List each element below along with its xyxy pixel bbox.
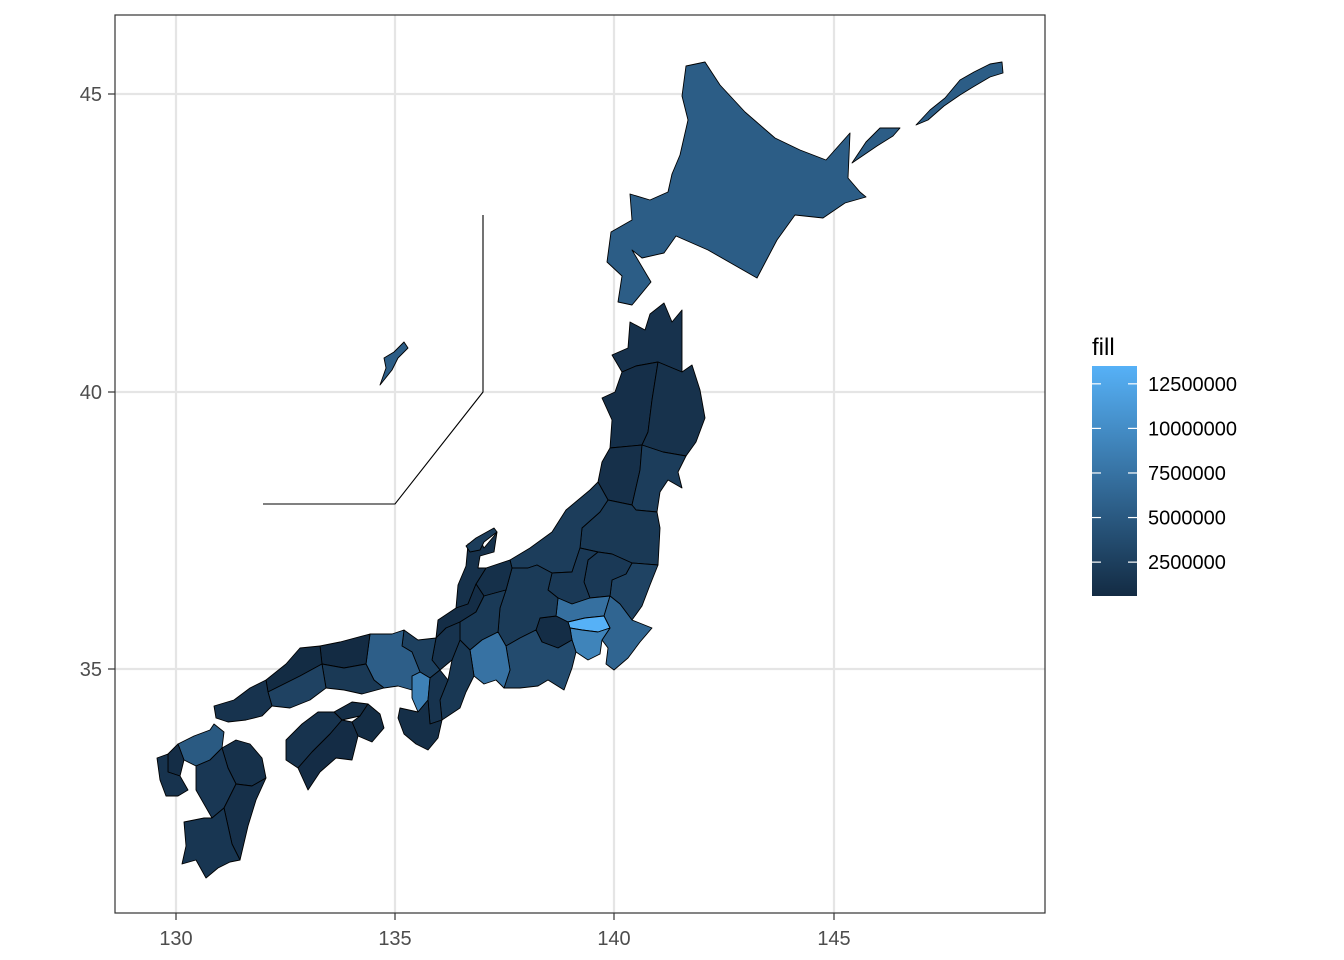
region-iwate [641, 361, 706, 457]
x-tick-label: 130 [159, 928, 192, 950]
y-axis: 45 40 35 [80, 84, 115, 681]
inset-boundary-line [263, 215, 484, 505]
region-niigata-sado [465, 527, 498, 553]
legend: fill 2500000 5000000 7500000 10000000 125000… [1092, 334, 1237, 596]
y-tick-label: 45 [80, 84, 102, 106]
region-nagasaki [156, 753, 189, 797]
panel-border [114, 14, 1046, 914]
legend-label: 10000000 [1148, 418, 1237, 440]
region-island-inset [379, 341, 409, 386]
region-hokkaido [606, 61, 867, 306]
legend-label: 5000000 [1148, 508, 1226, 530]
x-axis: 130 135 140 145 [159, 913, 851, 950]
region-ishikawa [455, 531, 498, 609]
panel-background [115, 15, 1045, 913]
region-shizuoka [503, 629, 577, 691]
legend-label: 7500000 [1148, 463, 1226, 485]
plot-panel [114, 14, 1046, 914]
y-tick-label: 40 [80, 382, 102, 404]
map-regions [156, 61, 1004, 879]
region-hokkaido-kuril-2 [915, 61, 1004, 126]
x-tick-label: 135 [378, 928, 411, 950]
legend-label: 12500000 [1148, 374, 1237, 396]
region-fukuoka [177, 723, 225, 767]
region-kochi [297, 719, 359, 791]
region-mie [439, 639, 475, 721]
region-okayama [321, 663, 385, 695]
y-tick-label: 35 [80, 659, 102, 681]
region-hokkaido-kuril-1 [851, 127, 901, 164]
x-tick-label: 140 [597, 928, 630, 950]
legend-ticks: 2500000 5000000 7500000 10000000 12500000 [1092, 374, 1237, 574]
legend-title: fill [1092, 334, 1115, 361]
region-yamaguchi [213, 679, 273, 723]
region-wakayama [397, 699, 443, 751]
legend-label: 2500000 [1148, 552, 1226, 574]
region-aichi [469, 631, 511, 689]
x-tick-label: 145 [817, 928, 850, 950]
region-kagoshima [181, 807, 241, 879]
legend-colorbar [1092, 366, 1137, 596]
region-hiroshima [267, 663, 327, 709]
region-miyagi [631, 444, 687, 513]
